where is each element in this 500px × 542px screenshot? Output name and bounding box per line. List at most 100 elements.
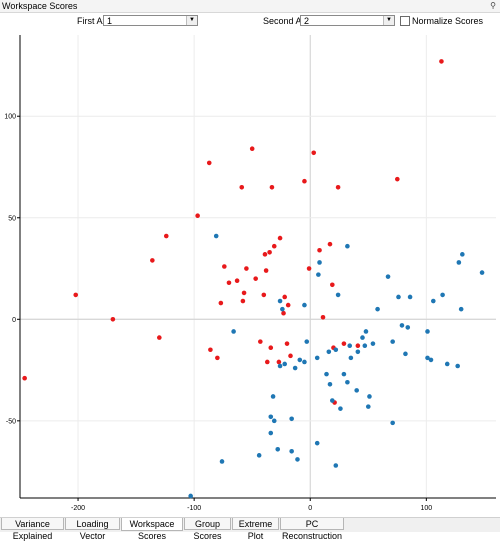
pin-icon[interactable]: ⚲	[490, 1, 496, 10]
red-score-point	[320, 314, 326, 320]
blue-score-point	[363, 329, 369, 334]
red-score-point	[284, 341, 290, 346]
blue-score-point	[360, 335, 365, 340]
blue-score-point	[289, 448, 294, 454]
tab-label: Workspace Scores	[129, 519, 175, 541]
red-score-point	[110, 316, 116, 322]
blue-score-point	[333, 347, 339, 353]
x-tick-label: 0	[308, 505, 312, 512]
blue-score-point	[330, 398, 335, 403]
blue-score-point	[295, 457, 300, 462]
blue-score-point	[390, 420, 395, 426]
red-score-point	[327, 241, 333, 247]
tab-label: Loading Vector	[76, 519, 109, 541]
blue-score-point	[407, 294, 413, 300]
blue-score-point	[268, 414, 274, 420]
blue-score-point	[347, 343, 353, 348]
blue-score-point	[365, 404, 371, 409]
red-score-point	[281, 310, 286, 316]
red-score-point	[262, 252, 268, 257]
blue-score-point	[302, 302, 307, 308]
blue-score-point	[348, 355, 354, 361]
panel-title: Workspace Scores	[2, 1, 78, 11]
blue-score-point	[326, 349, 332, 355]
red-score-point	[267, 249, 272, 255]
red-score-point	[208, 347, 213, 353]
x-tick-label: 100	[420, 505, 432, 512]
blue-score-point	[375, 306, 380, 312]
blue-score-point	[333, 463, 339, 468]
first-axis-value: 1	[107, 16, 113, 26]
blue-score-point	[396, 294, 401, 300]
red-score-point	[226, 280, 232, 286]
blue-score-point	[314, 355, 320, 361]
red-score-point	[317, 247, 322, 253]
blue-score-point	[277, 363, 283, 369]
chevron-down-icon[interactable]: ▼	[186, 16, 197, 25]
blue-score-point	[314, 440, 320, 446]
scores-scatter-plot[interactable]: -200 -100 0 100 -50 0 50 100	[0, 33, 500, 515]
blue-score-point	[428, 357, 434, 363]
blue-score-point	[317, 260, 322, 265]
tab-workspace-scores[interactable]: Workspace Scores	[121, 518, 183, 541]
blue-score-point	[458, 306, 464, 312]
red-score-point	[271, 243, 277, 249]
red-score-point	[195, 213, 200, 219]
tab-label: Variance Explained	[12, 519, 53, 541]
red-score-point	[276, 359, 282, 365]
red-score-point	[244, 266, 249, 271]
blue-score-point	[304, 339, 310, 344]
blue-score-point	[338, 406, 343, 411]
tab-extreme-plot[interactable]: Extreme Plot	[232, 518, 279, 541]
second-axis-select[interactable]: 2 ▼	[300, 15, 395, 26]
red-score-point	[285, 302, 291, 308]
blue-score-point	[271, 418, 277, 424]
red-score-point	[73, 292, 79, 298]
y-tick-label: 0	[12, 317, 16, 324]
tab-pc-reconstruction[interactable]: PC Reconstruction	[280, 518, 344, 541]
blue-score-point	[362, 343, 368, 348]
x-tick-label: -100	[187, 505, 201, 512]
blue-score-point	[275, 446, 281, 452]
first-axis-select[interactable]: 1 ▼	[103, 15, 198, 26]
tab-variance-explained[interactable]: Variance Explained	[1, 518, 64, 541]
red-score-point	[261, 292, 267, 298]
red-score-point	[22, 375, 27, 381]
blue-score-point	[341, 371, 347, 377]
blue-score-point	[213, 233, 219, 239]
red-score-point	[302, 178, 307, 184]
second-axis-value: 2	[304, 16, 310, 26]
chevron-down-icon[interactable]: ▼	[383, 16, 394, 25]
blue-score-point	[219, 459, 225, 464]
red-score-point	[395, 176, 400, 182]
blue-score-point	[440, 292, 445, 298]
red-score-point	[258, 339, 263, 344]
red-score-point	[263, 268, 269, 273]
blue-score-point	[425, 355, 430, 361]
blue-score-point	[355, 349, 361, 355]
normalize-scores-checkbox[interactable]	[400, 16, 410, 26]
blue-score-point	[327, 381, 333, 387]
blue-score-point	[456, 260, 462, 265]
red-score-point	[157, 335, 162, 340]
blue-score-point	[345, 379, 350, 385]
red-score-point	[335, 185, 341, 190]
blue-score-point	[399, 323, 405, 328]
tab-loading-vector[interactable]: Loading Vector	[65, 518, 120, 541]
blue-score-point	[367, 394, 372, 399]
normalize-scores-label: Normalize Scores	[412, 16, 484, 26]
tab-group-scores[interactable]: Group Scores	[184, 518, 231, 541]
blue-score-point	[390, 339, 395, 344]
red-score-point	[311, 150, 317, 156]
blue-score-point	[405, 325, 411, 330]
blue-score-point	[345, 243, 350, 249]
red-score-point	[330, 282, 335, 288]
blue-score-point	[270, 394, 276, 399]
blue-score-point	[297, 357, 303, 363]
red-score-point	[239, 185, 245, 190]
blue-score-point	[335, 292, 341, 298]
red-score-point	[264, 359, 270, 365]
red-score-point	[288, 353, 293, 359]
blue-score-point	[268, 430, 274, 436]
red-score-point	[150, 258, 155, 263]
